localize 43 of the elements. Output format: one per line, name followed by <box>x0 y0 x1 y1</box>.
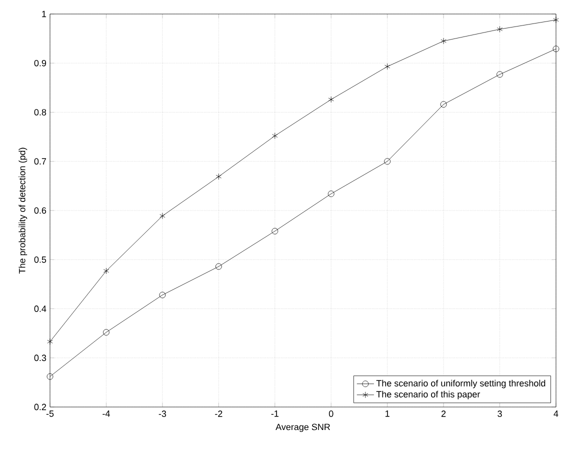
point <box>272 132 278 140</box>
x-tick-label: -2 <box>215 410 222 417</box>
y-tick-label: 0.2 <box>34 404 46 410</box>
x-tick-label: 3 <box>498 410 502 417</box>
x-axis-title: Average SNR <box>276 424 330 432</box>
point <box>216 173 222 180</box>
y-tick-label: 0.8 <box>34 109 46 116</box>
point <box>215 263 222 270</box>
x-tick-label: 2 <box>442 410 446 417</box>
point <box>384 158 391 165</box>
point <box>328 96 334 103</box>
y-axis-title: The probability of detection (pd) <box>18 148 28 274</box>
y-tick-label: 0.4 <box>34 306 46 312</box>
point <box>552 46 560 52</box>
x-tick-label: -5 <box>46 410 54 417</box>
legend-label: The scenario of uniformly setting threshold <box>376 380 546 388</box>
y-tick-label: 0.5 <box>34 256 46 263</box>
x-tick-label: 0 <box>328 410 334 417</box>
y-tick-label: 0.3 <box>34 354 46 362</box>
y-tick-label: 0.9 <box>34 60 46 66</box>
x-tick-label: -3 <box>158 410 166 417</box>
x-tick-label: -4 <box>102 410 110 417</box>
point <box>553 16 559 24</box>
point <box>440 101 447 108</box>
x-tick-label: 4 <box>554 410 558 417</box>
x-tick-label: 1 <box>386 410 390 417</box>
point <box>328 190 334 198</box>
point <box>47 338 53 345</box>
point <box>160 212 166 220</box>
point <box>496 26 503 32</box>
legend-label: The scenario of this paper <box>376 390 480 400</box>
point <box>46 373 54 380</box>
point <box>384 63 390 70</box>
point <box>103 268 110 274</box>
y-tick-label: 1 <box>42 10 46 18</box>
y-tick-label: 0.6 <box>34 207 46 214</box>
point <box>440 38 446 44</box>
y-tick-label: 0.7 <box>34 158 46 165</box>
point <box>496 71 503 78</box>
point <box>272 228 278 234</box>
point <box>159 292 166 298</box>
point <box>103 329 110 336</box>
x-tick-label: -1 <box>271 410 278 417</box>
